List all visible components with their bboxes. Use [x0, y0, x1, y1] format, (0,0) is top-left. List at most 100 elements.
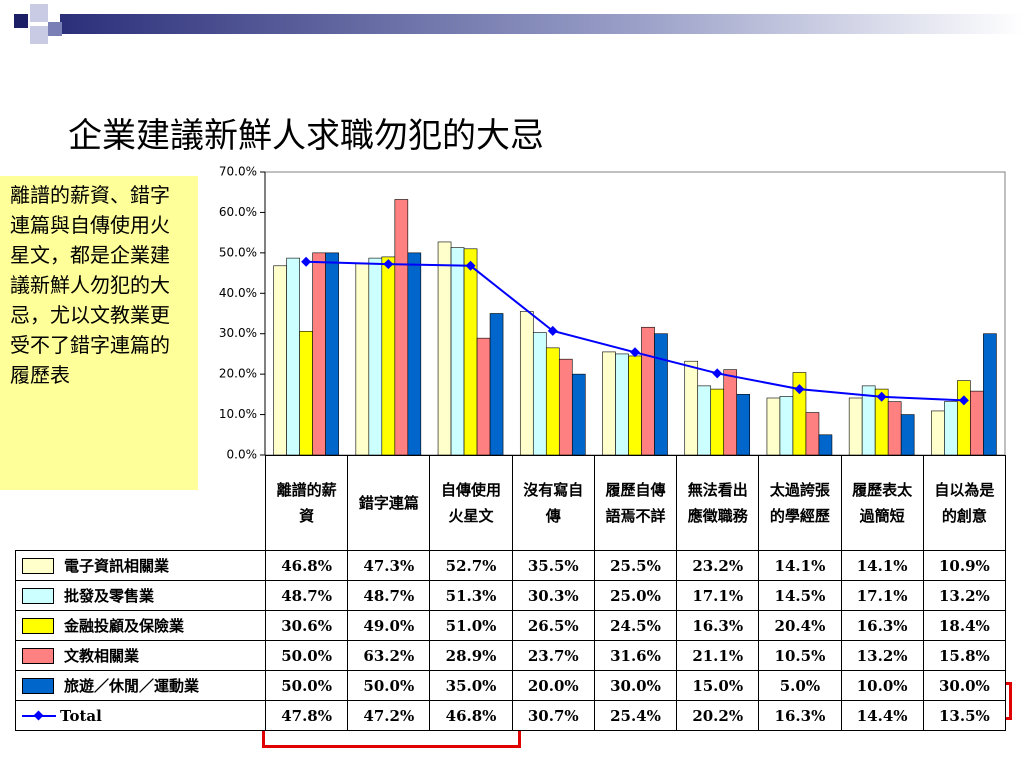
- value-cell: 47.8%: [265, 700, 349, 731]
- legend-swatch: [22, 710, 56, 720]
- value-cell: 30.7%: [511, 700, 595, 731]
- bar: [463, 248, 478, 456]
- bar: [571, 373, 586, 456]
- value-cell: 35.5%: [511, 550, 595, 581]
- marker: [712, 368, 723, 379]
- value-cell: 25.0%: [593, 580, 678, 611]
- value-cell: 16.3%: [840, 610, 924, 641]
- bar: [628, 355, 642, 456]
- value-cell: 30.6%: [265, 610, 349, 641]
- bar: [723, 369, 738, 456]
- legend-swatch: [22, 557, 54, 574]
- bar: [900, 414, 915, 456]
- value-cell: 51.3%: [429, 580, 513, 611]
- legend-cell: 文教相關業: [15, 640, 266, 671]
- value-cell: 14.1%: [840, 550, 924, 581]
- legend-label: 批發及零售業: [64, 586, 155, 605]
- legend-cell: 金融投顧及保險業: [15, 610, 266, 641]
- square: [48, 22, 62, 36]
- bar: [519, 311, 534, 456]
- value-cell: 46.8%: [429, 700, 513, 731]
- legend-swatch: [22, 677, 54, 694]
- value-cell: 16.3%: [758, 700, 842, 731]
- value-cell: 28.9%: [429, 640, 513, 671]
- marker: [383, 259, 394, 270]
- value-cell: 18.4%: [922, 610, 1006, 641]
- value-cell: 25.5%: [593, 550, 678, 581]
- legend-label: 金融投顧及保險業: [64, 616, 185, 635]
- value-cell: 30.0%: [593, 670, 678, 701]
- value-cell: 5.0%: [758, 670, 842, 701]
- value-cell: 20.4%: [758, 610, 842, 641]
- bar: [944, 401, 958, 456]
- value-cell: 50.0%: [347, 670, 431, 701]
- square: [14, 14, 28, 28]
- value-cell: 26.5%: [511, 610, 595, 641]
- value-cell: 14.4%: [840, 700, 924, 731]
- value-cell: 15.8%: [922, 640, 1006, 671]
- value-cell: 13.2%: [840, 640, 924, 671]
- marker: [465, 260, 476, 271]
- legend-label: 電子資訊相關業: [64, 556, 170, 575]
- value-cell: 14.1%: [758, 550, 842, 581]
- bar: [970, 390, 984, 456]
- marker: [794, 384, 805, 395]
- bar: [312, 252, 326, 456]
- bar: [983, 333, 997, 456]
- bar: [299, 330, 313, 456]
- value-cell: 10.9%: [922, 550, 1006, 581]
- bar: [805, 412, 820, 456]
- bar: [848, 397, 863, 456]
- bar: [931, 410, 945, 456]
- category-header: 自以為是的創意: [922, 455, 1006, 551]
- bar: [325, 252, 339, 456]
- category-header: 太過誇張的學經歷: [758, 455, 842, 551]
- legend-label: 文教相關業: [64, 646, 140, 665]
- value-cell: 13.5%: [922, 700, 1006, 731]
- value-cell: 25.4%: [593, 700, 678, 731]
- bar: [736, 394, 751, 456]
- value-cell: 24.5%: [593, 610, 678, 641]
- value-cell: 10.5%: [758, 640, 842, 671]
- legend-label: 旅遊／休閒／運動業: [64, 676, 200, 695]
- bar: [450, 247, 465, 456]
- value-cell: 21.1%: [676, 640, 760, 671]
- bar: [368, 257, 383, 456]
- bar: [489, 313, 504, 456]
- value-cell: 50.0%: [265, 640, 349, 671]
- value-cell: 23.2%: [676, 550, 760, 581]
- value-cell: 17.1%: [840, 580, 924, 611]
- value-cell: 50.0%: [265, 670, 349, 701]
- bar: [697, 385, 712, 456]
- bar: [476, 337, 491, 456]
- value-cell: 49.0%: [347, 610, 431, 641]
- y-tick-label: 20.0%: [219, 367, 257, 381]
- value-cell: 13.2%: [922, 580, 1006, 611]
- value-cell: 35.0%: [429, 670, 513, 701]
- title: 企業建議新鮮人求職勿犯的大忌: [68, 116, 544, 156]
- value-cell: 47.2%: [347, 700, 431, 731]
- legend-cell: Total: [15, 700, 266, 731]
- category-header: 無法看出應徵職務: [676, 455, 760, 551]
- y-tick-label: 10.0%: [219, 407, 257, 421]
- legend-marker: [33, 710, 44, 720]
- marker: [301, 256, 312, 267]
- square: [30, 26, 48, 44]
- bar: [641, 326, 655, 456]
- bar: [887, 401, 902, 456]
- bar: [710, 388, 725, 456]
- legend-cell: 電子資訊相關業: [15, 550, 266, 581]
- legend-swatch: [22, 647, 54, 664]
- y-tick-label: 70.0%: [219, 165, 257, 179]
- y-tick-label: 60.0%: [219, 205, 257, 219]
- header-bar: [60, 14, 1024, 34]
- value-cell: 31.6%: [593, 640, 678, 671]
- value-cell: 48.7%: [347, 580, 431, 611]
- bar: [286, 257, 300, 456]
- value-cell: 52.7%: [429, 550, 513, 581]
- legend-cell: 旅遊／休閒／運動業: [15, 670, 266, 701]
- bar: [437, 241, 452, 456]
- legend-swatch: [22, 617, 54, 634]
- legend-cell: 批發及零售業: [15, 580, 266, 611]
- value-cell: 10.0%: [840, 670, 924, 701]
